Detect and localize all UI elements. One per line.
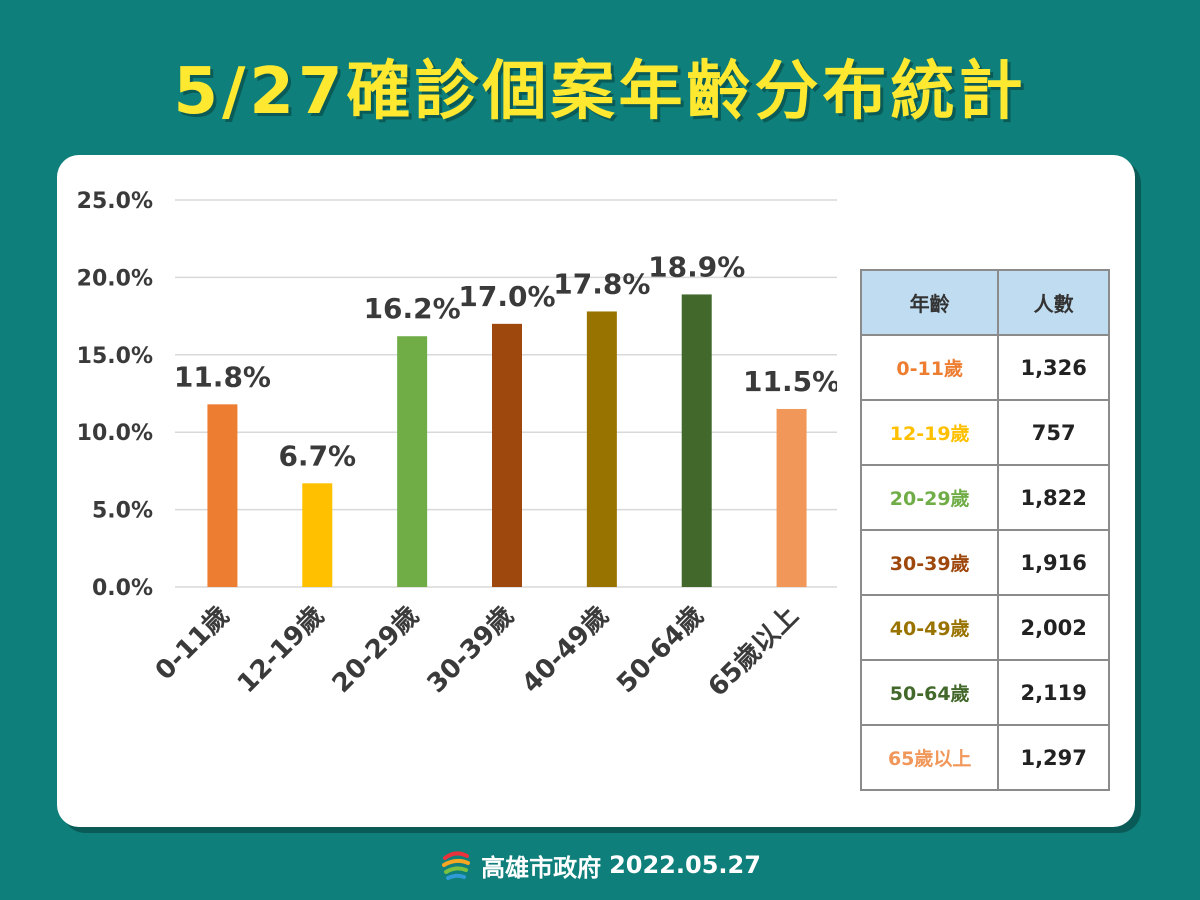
table-cell-age: 50-64歲	[859, 659, 1000, 726]
age-count-table: 年齡 人數 0-11歲 1,326 12-19歲 757 20-29歲 1,822 30-3…	[859, 269, 1110, 791]
table-row: 65歲以上 1,297	[859, 724, 1110, 791]
table-cell-count: 2,119	[997, 659, 1110, 726]
chart-card: 0.0% 5.0% 10.0% 15.0% 20.0% 25.0% 11.8% 0-11歲 6.…	[57, 155, 1135, 827]
table-cell-age: 30-39歲	[859, 529, 1000, 596]
data-label: 11.5%	[743, 365, 837, 398]
x-tick-label: 12-19歲	[232, 601, 330, 699]
y-tick-label: 10.0%	[77, 421, 153, 446]
data-label: 16.2%	[364, 292, 461, 325]
bar-chart: 0.0% 5.0% 10.0% 15.0% 20.0% 25.0% 11.8% 0-11歲 6.…	[77, 189, 837, 703]
table-header-age: 年齡	[859, 269, 1000, 336]
table-cell-count: 1,916	[997, 529, 1110, 596]
footer-org: 高雄市政府	[481, 853, 602, 882]
data-label: 17.0%	[458, 280, 555, 313]
bar	[586, 311, 617, 587]
y-tick-label: 25.0%	[77, 189, 153, 214]
table-cell-age: 12-19歲	[859, 399, 1000, 466]
table-cell-count: 1,822	[997, 464, 1110, 531]
y-tick-label: 15.0%	[77, 344, 153, 369]
table-header-row: 年齡 人數	[859, 269, 1110, 336]
table-row: 30-39歲 1,916	[859, 529, 1110, 596]
table-header-count: 人數	[997, 269, 1110, 336]
data-label: 18.9%	[648, 250, 745, 283]
table-cell-count: 757	[997, 399, 1110, 466]
table-cell-age: 65歲以上	[859, 724, 1000, 791]
y-tick-label: 0.0%	[92, 576, 153, 601]
y-tick-label: 20.0%	[77, 266, 153, 291]
data-label: 17.8%	[553, 267, 650, 300]
x-tick-label: 30-39歲	[422, 601, 520, 699]
table-cell-count: 1,326	[997, 334, 1110, 401]
table-cell-age: 0-11歲	[859, 334, 1000, 401]
table-row: 50-64歲 2,119	[859, 659, 1110, 726]
x-tick-label: 50-64歲	[611, 601, 709, 699]
x-tick-label: 0-11歲	[150, 601, 236, 687]
x-tick-label: 65歲以上	[703, 601, 805, 703]
bar	[492, 323, 522, 587]
bar	[397, 336, 428, 587]
footer-date: 2022.05.27	[609, 851, 761, 879]
bar	[207, 404, 238, 587]
x-tick-label: 20-29歲	[327, 601, 425, 699]
bar	[302, 483, 333, 587]
table-row: 0-11歲 1,326	[859, 334, 1110, 401]
kaohsiung-logo-icon	[442, 851, 471, 880]
bar	[776, 408, 807, 587]
table-row: 40-49歲 2,002	[859, 594, 1110, 661]
data-label: 11.8%	[174, 360, 271, 393]
y-tick-label: 5.0%	[92, 499, 153, 524]
table-cell-age: 40-49歲	[859, 594, 1000, 661]
table-cell-count: 2,002	[997, 594, 1110, 661]
x-tick-label: 40-49歲	[516, 601, 614, 699]
table-cell-count: 1,297	[997, 724, 1110, 791]
table-row: 12-19歲 757	[859, 399, 1110, 466]
page-title: 5/27確診個案年齡分布統計	[173, 55, 1027, 129]
table-cell-age: 20-29歲	[859, 464, 1000, 531]
bar	[681, 294, 712, 587]
data-label: 6.7%	[278, 439, 356, 472]
table-row: 20-29歲 1,822	[859, 464, 1110, 531]
footer: 高雄市政府 2022.05.27	[0, 845, 1200, 885]
